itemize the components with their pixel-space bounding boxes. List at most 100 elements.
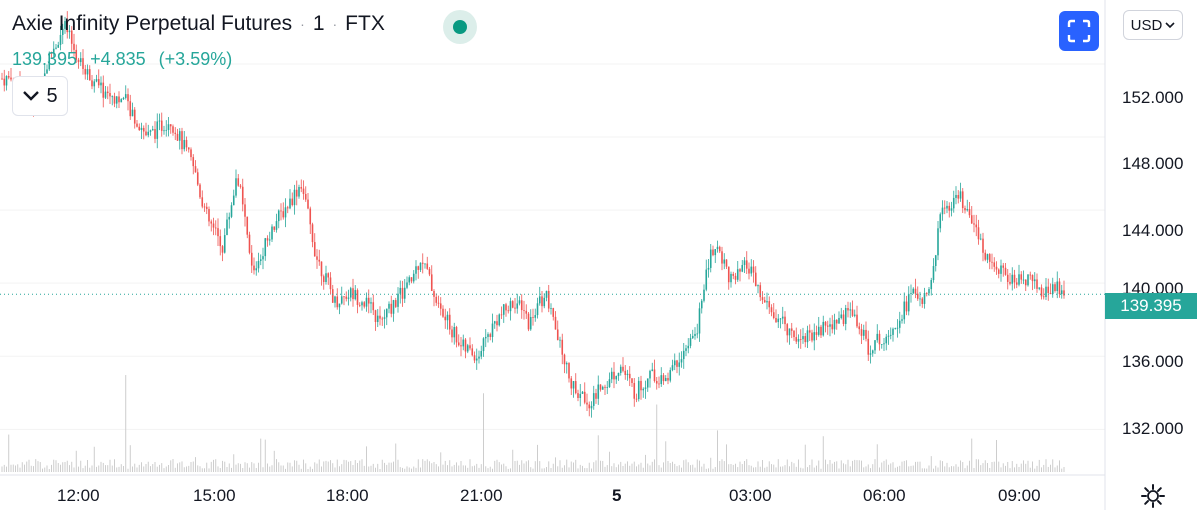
candle-body (725, 259, 728, 267)
candle-body (48, 52, 51, 70)
candle-body (214, 227, 217, 229)
candle-body (469, 345, 471, 349)
candle-body (194, 166, 197, 173)
candle-body (662, 375, 665, 382)
candle-body (1009, 281, 1011, 284)
candle-body (799, 339, 802, 340)
candle-body (682, 350, 685, 360)
candle-body (109, 93, 111, 97)
candle-body (860, 329, 863, 336)
candle-body (673, 360, 676, 366)
candle-body (635, 398, 638, 400)
candle-body (619, 366, 622, 373)
candle-body (932, 266, 935, 281)
candle-body (471, 348, 474, 356)
candle-body (381, 318, 384, 320)
candle-body (835, 319, 838, 324)
candle-body (970, 215, 973, 224)
candle-body (419, 262, 422, 270)
gear-icon[interactable] (1140, 483, 1166, 509)
candle-body (392, 300, 395, 314)
candle-body (1056, 281, 1059, 292)
candle-body (788, 328, 791, 336)
candle-body (196, 172, 199, 185)
candle-body (475, 358, 478, 361)
candle-body (232, 195, 235, 206)
candle-body (1045, 286, 1047, 297)
candle-body (291, 198, 294, 206)
candle-body (849, 309, 852, 311)
candle-body (3, 78, 6, 86)
candle-body (183, 139, 186, 150)
price-tick: 144.000 (1122, 221, 1184, 240)
candle-body (889, 334, 892, 336)
indicators-toggle-button[interactable]: 5 (12, 76, 68, 116)
candle-body (642, 388, 645, 391)
candle-body (694, 333, 696, 336)
candle-body (70, 30, 73, 44)
market-status-indicator[interactable] (443, 10, 477, 44)
candle-body (887, 335, 890, 337)
candle-body (340, 296, 343, 304)
candle-body (192, 157, 195, 167)
candle-body (811, 332, 813, 341)
candle-body (626, 373, 629, 375)
candle-body (966, 209, 969, 211)
candle-body (322, 276, 325, 282)
candle-body (950, 208, 953, 211)
candle-body (64, 21, 66, 29)
currency-selector[interactable]: USD (1123, 10, 1183, 40)
candle-body (455, 327, 458, 343)
candle-body (487, 334, 489, 337)
candle-body (937, 228, 939, 256)
candle-body (1038, 287, 1041, 289)
candle-body (433, 291, 435, 297)
candle-body (406, 282, 408, 288)
symbol-header[interactable]: Axie Infinity Perpetual Futures · 1 · FT… (12, 12, 385, 36)
candle-body (568, 363, 570, 379)
candle-body (592, 393, 595, 406)
candle-body (606, 387, 609, 388)
candle-body (388, 303, 390, 309)
candle-body (298, 187, 300, 197)
candle-body (385, 308, 388, 318)
candle-body (97, 79, 100, 86)
candle-body (178, 131, 181, 141)
candle-body (412, 273, 415, 282)
candle-body (804, 336, 807, 343)
candle-body (613, 371, 615, 380)
candle-body (244, 204, 246, 217)
candle-body (1033, 279, 1036, 282)
candle-body (390, 303, 393, 314)
candle-body (154, 129, 156, 139)
candle-body (880, 344, 883, 345)
candle-body (394, 300, 397, 307)
candle-body (563, 354, 566, 365)
candle-body (208, 209, 210, 222)
candle-body (75, 49, 78, 60)
candle-body (365, 297, 368, 307)
candle-body (952, 197, 955, 209)
candle-body (833, 319, 836, 330)
candle-body (88, 69, 91, 81)
candle-body (982, 238, 984, 253)
candle-body (831, 324, 834, 330)
candle-body (480, 351, 483, 357)
candle-body (228, 216, 231, 220)
candle-body (318, 259, 321, 262)
candle-body (349, 288, 352, 298)
candle-body (869, 353, 872, 355)
fullscreen-button[interactable] (1059, 11, 1099, 51)
candle-body (77, 59, 80, 63)
candle-body (138, 126, 141, 130)
candle-body (847, 308, 849, 311)
candle-body (399, 287, 402, 294)
candle-body (273, 226, 276, 230)
candle-body (505, 304, 507, 311)
candle-body (628, 373, 631, 379)
candle-body (678, 362, 681, 367)
candle-body (304, 194, 307, 200)
candle-body (907, 293, 910, 312)
candle-body (554, 316, 557, 330)
